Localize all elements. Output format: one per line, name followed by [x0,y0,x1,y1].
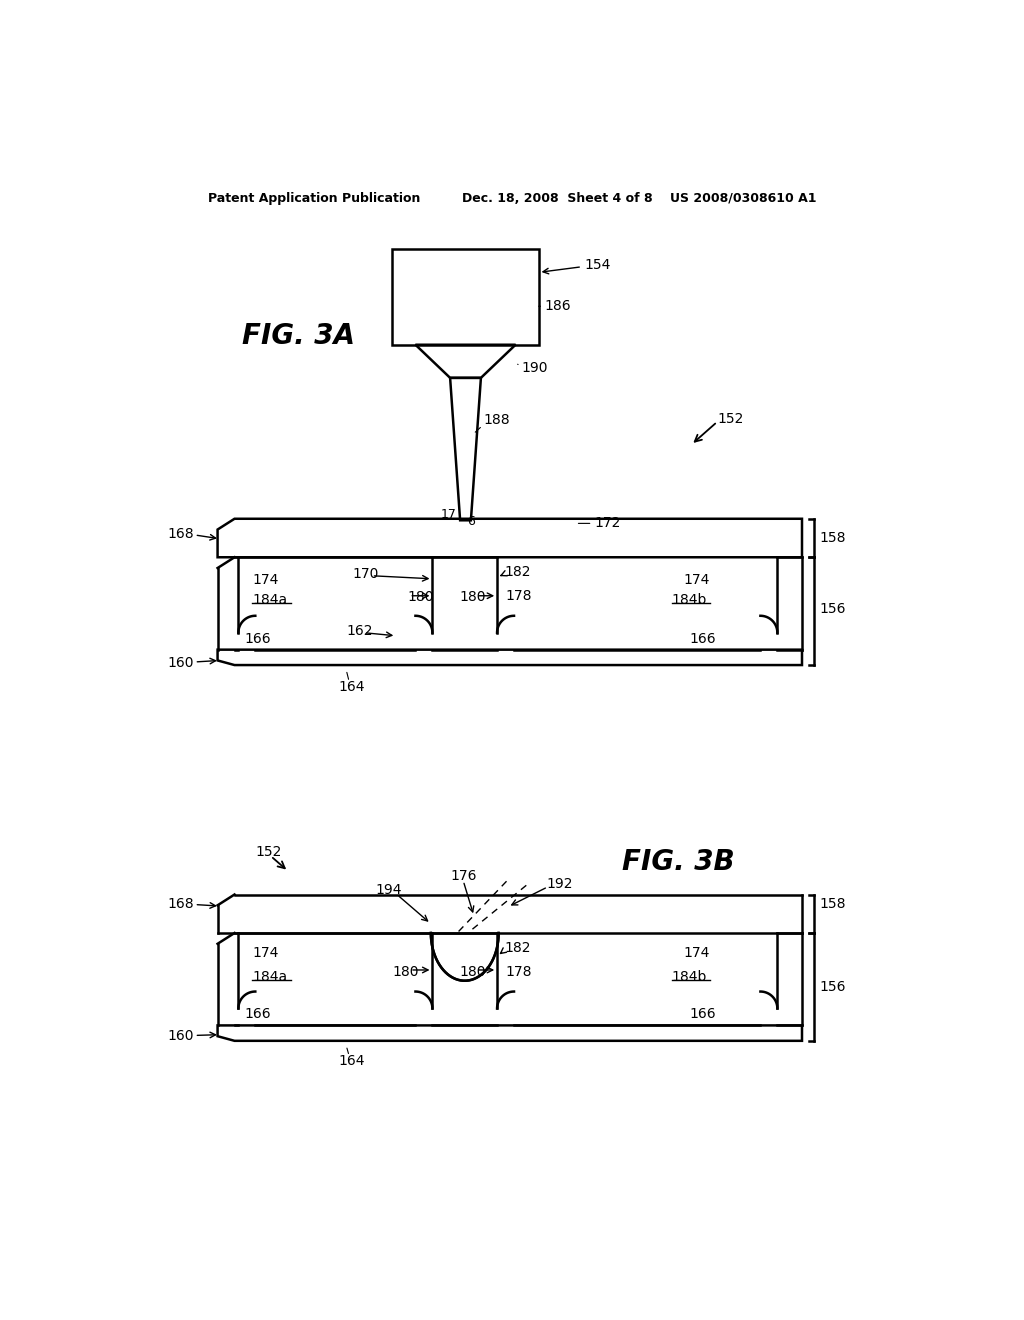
Text: 194: 194 [376,883,401,896]
Text: 178: 178 [506,965,532,978]
Text: 166: 166 [689,632,716,645]
Text: 192: 192 [547,876,572,891]
Text: FIG. 3A: FIG. 3A [243,322,355,350]
Text: 172: 172 [594,516,621,531]
Text: 160: 160 [167,656,194,669]
Text: 188: 188 [483,413,510,428]
Text: 17: 17 [441,508,457,520]
Text: 166: 166 [689,1007,716,1020]
Text: 156: 156 [819,979,846,994]
Text: 180: 180 [460,965,485,978]
Text: 174: 174 [252,946,279,960]
Text: 168: 168 [167,527,194,541]
Text: US 2008/0308610 A1: US 2008/0308610 A1 [670,191,816,205]
Text: 154: 154 [543,257,611,273]
Text: 184a: 184a [252,594,288,607]
Text: 164: 164 [339,680,365,693]
Text: 180: 180 [460,590,485,605]
Text: FIG. 3B: FIG. 3B [622,849,734,876]
Text: 166: 166 [245,1007,271,1020]
Text: 156: 156 [819,602,846,616]
Text: 184a: 184a [252,970,288,983]
Text: 176: 176 [451,869,477,883]
Text: 178: 178 [506,589,532,603]
Text: 152: 152 [717,412,743,425]
Text: 158: 158 [819,531,846,545]
Text: 184b: 184b [672,594,708,607]
Text: 174: 174 [683,946,710,960]
Text: 182: 182 [505,941,531,956]
Text: Dec. 18, 2008  Sheet 4 of 8: Dec. 18, 2008 Sheet 4 of 8 [462,191,652,205]
Text: 184b: 184b [672,970,708,983]
Text: 180: 180 [408,590,434,605]
Text: 174: 174 [252,573,279,587]
Text: 180: 180 [392,965,419,978]
Text: 162: 162 [346,624,373,638]
Text: 186: 186 [545,300,571,313]
Text: 166: 166 [245,632,271,645]
Text: 164: 164 [339,1053,365,1068]
Text: 174: 174 [683,573,710,587]
Text: 170: 170 [352,568,379,581]
Text: Patent Application Publication: Patent Application Publication [208,191,420,205]
Text: 190: 190 [521,360,548,375]
Text: 168: 168 [167,896,194,911]
Text: 158: 158 [819,896,846,911]
Text: 152: 152 [255,845,282,859]
Text: 6: 6 [467,515,475,528]
Text: 182: 182 [505,565,531,579]
Text: 160: 160 [167,1030,194,1043]
